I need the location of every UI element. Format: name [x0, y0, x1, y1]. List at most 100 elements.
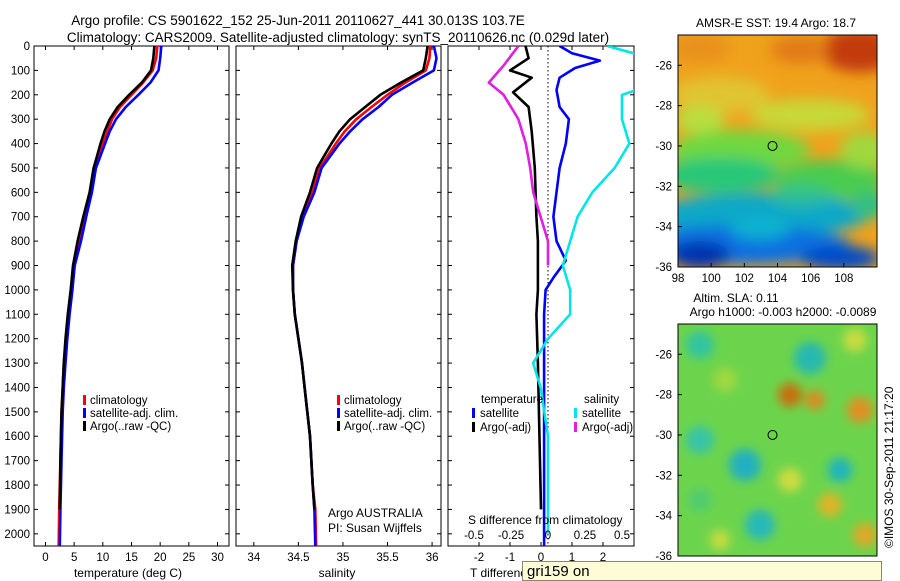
x-tick-label: 15 — [125, 552, 138, 564]
lon-tick-label: 106 — [801, 273, 820, 285]
depth-tick-label: 1100 — [5, 309, 30, 321]
s-diff-tick-label: -0.5 — [464, 530, 484, 542]
legend-label: Argo(-adj) — [480, 422, 531, 434]
depth-tick-label: 600 — [11, 187, 30, 199]
x-tick-label: 10 — [96, 552, 109, 564]
sla-map-title: Altim. SLA: 0.11 — [693, 291, 778, 305]
legend-label: Argo(..raw -QC) — [90, 421, 171, 433]
salinity-panel: 34 34.5 35 35.5 36 salinity climatologysatel… — [235, 45, 442, 580]
legend-title-salinity: salinity — [584, 394, 619, 406]
x-tick-label: 35 — [337, 552, 350, 564]
depth-tick-label: 500 — [11, 163, 30, 175]
depth-tick-label: 1000 — [4, 285, 30, 297]
x-tick-label: 1 — [569, 552, 575, 564]
lat-tick-label: -30 — [655, 430, 672, 442]
legend-swatch — [574, 408, 577, 418]
s-diff-tick-label: -0.25 — [498, 530, 524, 542]
salinity-axis-label: salinity — [319, 566, 356, 580]
depth-tick-label: 700 — [11, 212, 30, 224]
lat-tick-label: -32 — [655, 181, 672, 193]
lat-tick-label: -34 — [655, 222, 672, 234]
depth-tick-label: 1900 — [4, 504, 30, 516]
legend-swatch — [472, 408, 475, 418]
sst-map-title: AMSR-E SST: 19.4 Argo: 18.7 — [696, 16, 856, 30]
lat-tick-label: -30 — [655, 141, 672, 153]
legend-swatch — [83, 395, 86, 405]
x-tick-label: 30 — [211, 552, 224, 564]
legend-label: satellite-adj. clim. — [90, 408, 178, 420]
legend-title-temperature: temperature — [481, 394, 543, 406]
lat-tick-label: -28 — [655, 390, 672, 402]
figure-title-line1: Argo profile: CS 5901622_152 25-Jun-2011… — [71, 13, 525, 28]
diff-line-salinity-satellite — [531, 46, 634, 534]
depth-tick-label: 800 — [11, 236, 30, 248]
salinity-series — [290, 46, 438, 546]
x-tick-label: -2 — [474, 552, 484, 564]
sst-field — [678, 35, 877, 267]
legend-label: Argo(-adj) — [582, 422, 633, 434]
depth-tick-label: 1400 — [4, 382, 30, 394]
difference-panel: -2 -1 0 1 2 T difference S difference from c… — [447, 45, 635, 580]
x-tick-label: 35.5 — [376, 552, 398, 564]
s-diff-tick-label: 0 — [545, 530, 551, 542]
sla-field — [678, 324, 877, 556]
legend-label: satellite — [480, 408, 519, 420]
x-tick-label: 0 — [538, 552, 544, 564]
lon-tick-label: 100 — [702, 273, 721, 285]
temperature-series — [57, 46, 163, 546]
depth-tick-label: 2000 — [4, 529, 30, 541]
legend-swatch — [337, 421, 340, 431]
depth-tick-label: 1700 — [4, 456, 30, 468]
legend-label: satellite — [582, 408, 621, 420]
depth-tick-label: 300 — [11, 114, 30, 126]
legend-swatch — [574, 422, 577, 432]
salinity-x-axis: 34 34.5 35 35.5 36 — [247, 46, 438, 564]
argo-location-marker — [767, 429, 778, 440]
diff-line-temperature-satellite — [542, 46, 602, 546]
temperature-x-axis: 0 5 10 15 20 25 30 — [42, 46, 224, 564]
legend-label: Argo(..raw -QC) — [344, 421, 425, 433]
lat-tick-label: -36 — [655, 262, 672, 274]
diff-line-temperature-argo-adj- — [508, 46, 543, 510]
legend-label: climatology — [344, 395, 402, 407]
figure-title-line2: Climatology: CARS2009. Satellite-adjuste… — [67, 30, 609, 45]
series-line-argo-raw-qc- — [58, 46, 156, 510]
temperature-axis-label: temperature (deg C) — [74, 566, 182, 580]
lat-tick-label: -26 — [655, 60, 672, 72]
difference-x-axis: -2 -1 0 1 2 — [474, 46, 606, 564]
x-tick-label: 34 — [247, 552, 260, 564]
difference-depth-ticks — [448, 45, 634, 535]
lon-tick-label: 102 — [735, 273, 754, 285]
argo-program-annotation: Argo AUSTRALIA — [328, 506, 423, 520]
temperature-panel: 0100200300400500600700800900100011001200… — [4, 41, 230, 580]
x-tick-label: 36 — [426, 552, 439, 564]
legend-swatch — [83, 408, 86, 418]
legend-swatch — [337, 395, 340, 405]
pi-annotation: PI: Susan Wijffels — [328, 521, 422, 535]
lat-tick-label: -26 — [655, 349, 672, 361]
legend-swatch — [83, 421, 86, 431]
lat-tick-label: -28 — [655, 101, 672, 113]
sla-map-subtitle: Argo h1000: -0.003 h2000: -0.0089 — [690, 305, 877, 319]
x-tick-label: 2 — [600, 552, 606, 564]
legend-label: climatology — [90, 395, 148, 407]
depth-tick-label: 100 — [11, 65, 30, 77]
depth-tick-label: 1800 — [4, 480, 30, 492]
sla-map-frame — [677, 323, 878, 557]
sla-map-panel: Altim. SLA: 0.11 Argo h1000: -0.003 h200… — [655, 291, 878, 563]
x-tick-label: -1 — [505, 552, 515, 564]
depth-tick-label: 1300 — [4, 358, 30, 370]
difference-series — [487, 46, 634, 546]
tooltip: gri159 on — [522, 561, 882, 581]
sst-map-panel: AMSR-E SST: 19.4 Argo: 18.7 — [655, 16, 878, 285]
x-tick-label: 0 — [42, 552, 48, 564]
s-diff-tick-label: 0.5 — [614, 530, 630, 542]
lon-tick-label: 104 — [768, 273, 788, 285]
x-tick-label: 5 — [71, 552, 77, 564]
depth-tick-label: 0 — [24, 41, 30, 53]
argo-location-marker — [767, 140, 778, 151]
salinity-depth-ticks — [236, 45, 441, 535]
